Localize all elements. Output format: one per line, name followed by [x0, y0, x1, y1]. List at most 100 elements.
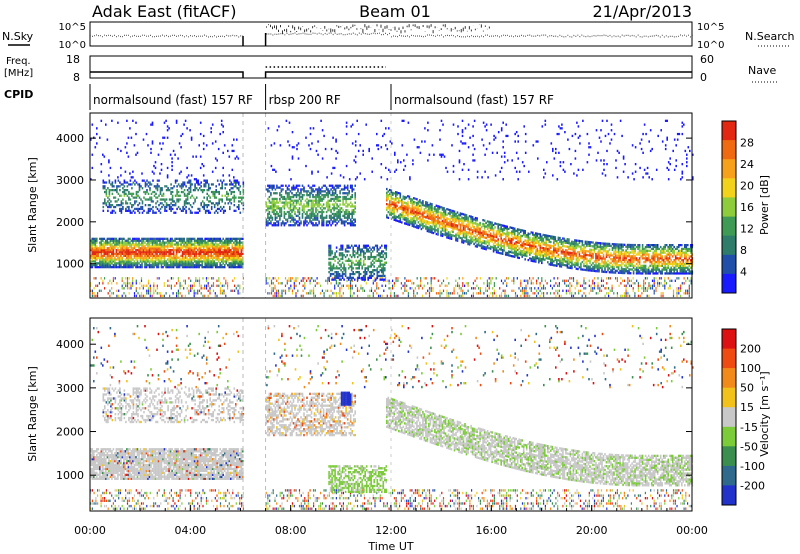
heatmap-cell: [227, 256, 229, 259]
heatmap-cell: [212, 284, 215, 287]
heatmap-cell: [441, 232, 444, 236]
heatmap-cell: [188, 292, 190, 295]
heatmap-cell: [195, 179, 198, 182]
heatmap-cell: [336, 218, 338, 221]
heatmap-cell: [144, 262, 146, 265]
heatmap-cell: [479, 231, 481, 234]
heatmap-cell: [483, 228, 486, 232]
heatmap-cell: [168, 258, 170, 261]
heatmap-cell: [449, 235, 451, 238]
heatmap-cell: [227, 247, 229, 250]
heatmap-cell: [407, 213, 409, 217]
heatmap-cell: [327, 190, 329, 193]
heatmap-cell: [135, 196, 138, 199]
heatmap-cell: [229, 200, 231, 203]
heatmap-cell: [230, 250, 232, 254]
heatmap-cell: [419, 201, 421, 204]
heatmap-cell: [378, 294, 380, 298]
heatmap-cell: [406, 279, 408, 282]
heatmap-cell: [355, 259, 357, 262]
heatmap-cell: [352, 222, 355, 225]
heatmap-cell: [159, 202, 162, 205]
heatmap-cell: [271, 224, 274, 227]
heatmap-cell: [637, 294, 639, 298]
heatmap-cell: [196, 264, 199, 267]
heatmap-cell: [384, 244, 386, 247]
heatmap-cell: [369, 294, 371, 298]
heatmap-cell: [185, 209, 187, 212]
heatmap-cell: [370, 248, 372, 251]
heatmap-cell: [222, 249, 224, 252]
heatmap-cell: [100, 237, 103, 240]
heatmap-cell: [203, 207, 205, 211]
heatmap-cell: [265, 209, 268, 212]
heatmap-cell: [225, 258, 227, 261]
heatmap-cell: [407, 279, 409, 282]
heatmap-cell: [210, 202, 213, 205]
heatmap-cell: [225, 282, 227, 285]
heatmap-cell: [341, 287, 343, 290]
heatmap-cell: [395, 198, 397, 201]
heatmap-cell: [340, 207, 343, 210]
heatmap-cell: [310, 209, 313, 212]
heatmap-cell: [576, 279, 578, 282]
heatmap-cell: [214, 294, 216, 298]
heatmap-cell: [361, 265, 363, 268]
heatmap-cell: [330, 184, 332, 187]
heatmap-cell: [93, 250, 95, 254]
heatmap-cell: [97, 254, 100, 257]
heatmap-cell: [169, 249, 172, 252]
heatmap-cell: [328, 246, 330, 249]
heatmap-cell: [432, 207, 435, 210]
heatmap-cell: [190, 287, 192, 290]
heatmap-cell: [139, 264, 142, 267]
heatmap-cell: [644, 287, 646, 290]
heatmap-cell: [200, 185, 202, 188]
heatmap-cell: [190, 279, 192, 282]
heatmap-cell: [197, 279, 199, 282]
heatmap-cell: [345, 209, 347, 212]
heatmap-cell: [381, 244, 383, 247]
heatmap-cell: [353, 244, 356, 247]
heatmap-cell: [431, 216, 433, 219]
heatmap-cell: [211, 254, 214, 257]
heatmap-cell: [193, 250, 196, 254]
heatmap-cell: [177, 256, 179, 259]
heatmap-cell: [384, 261, 386, 264]
heatmap-cell: [318, 210, 320, 214]
heatmap-cell: [210, 207, 213, 211]
heatmap-cell: [108, 266, 110, 269]
heatmap-cell: [202, 277, 204, 280]
heatmap-cell: [118, 294, 120, 298]
heatmap-cell: [325, 224, 328, 227]
heatmap-cell: [344, 271, 347, 274]
heatmap-cell: [157, 262, 160, 265]
heatmap-cell: [277, 207, 280, 210]
heatmap-cell: [238, 196, 240, 199]
heatmap-cell: [234, 289, 236, 292]
heatmap-cell: [195, 211, 198, 214]
heatmap-cell: [197, 179, 199, 182]
heatmap-cell: [600, 277, 603, 280]
heatmap-cell: [356, 263, 359, 266]
heatmap-cell: [200, 292, 202, 295]
heatmap-cell: [120, 243, 122, 246]
freq-tick-top: 18: [66, 53, 80, 66]
heatmap-cell: [446, 292, 448, 295]
cpid-segment-label: normalsound (fast) 157 RF: [93, 93, 253, 107]
heatmap-cell: [151, 250, 154, 254]
heatmap-cell: [321, 194, 323, 197]
heatmap-cell: [408, 212, 411, 215]
heatmap-cell: [328, 267, 330, 270]
heatmap-cell: [402, 206, 405, 209]
heatmap-cell: [191, 183, 193, 186]
heatmap-cell: [295, 207, 298, 210]
heatmap-cell: [402, 212, 405, 215]
heatmap-cell: [413, 202, 415, 205]
heatmap-cell: [523, 279, 525, 282]
heatmap-cell: [213, 256, 215, 259]
heatmap-cell: [392, 279, 394, 282]
heatmap-cell: [627, 282, 629, 285]
heatmap-cell: [198, 247, 200, 250]
heatmap-cell: [96, 249, 98, 252]
